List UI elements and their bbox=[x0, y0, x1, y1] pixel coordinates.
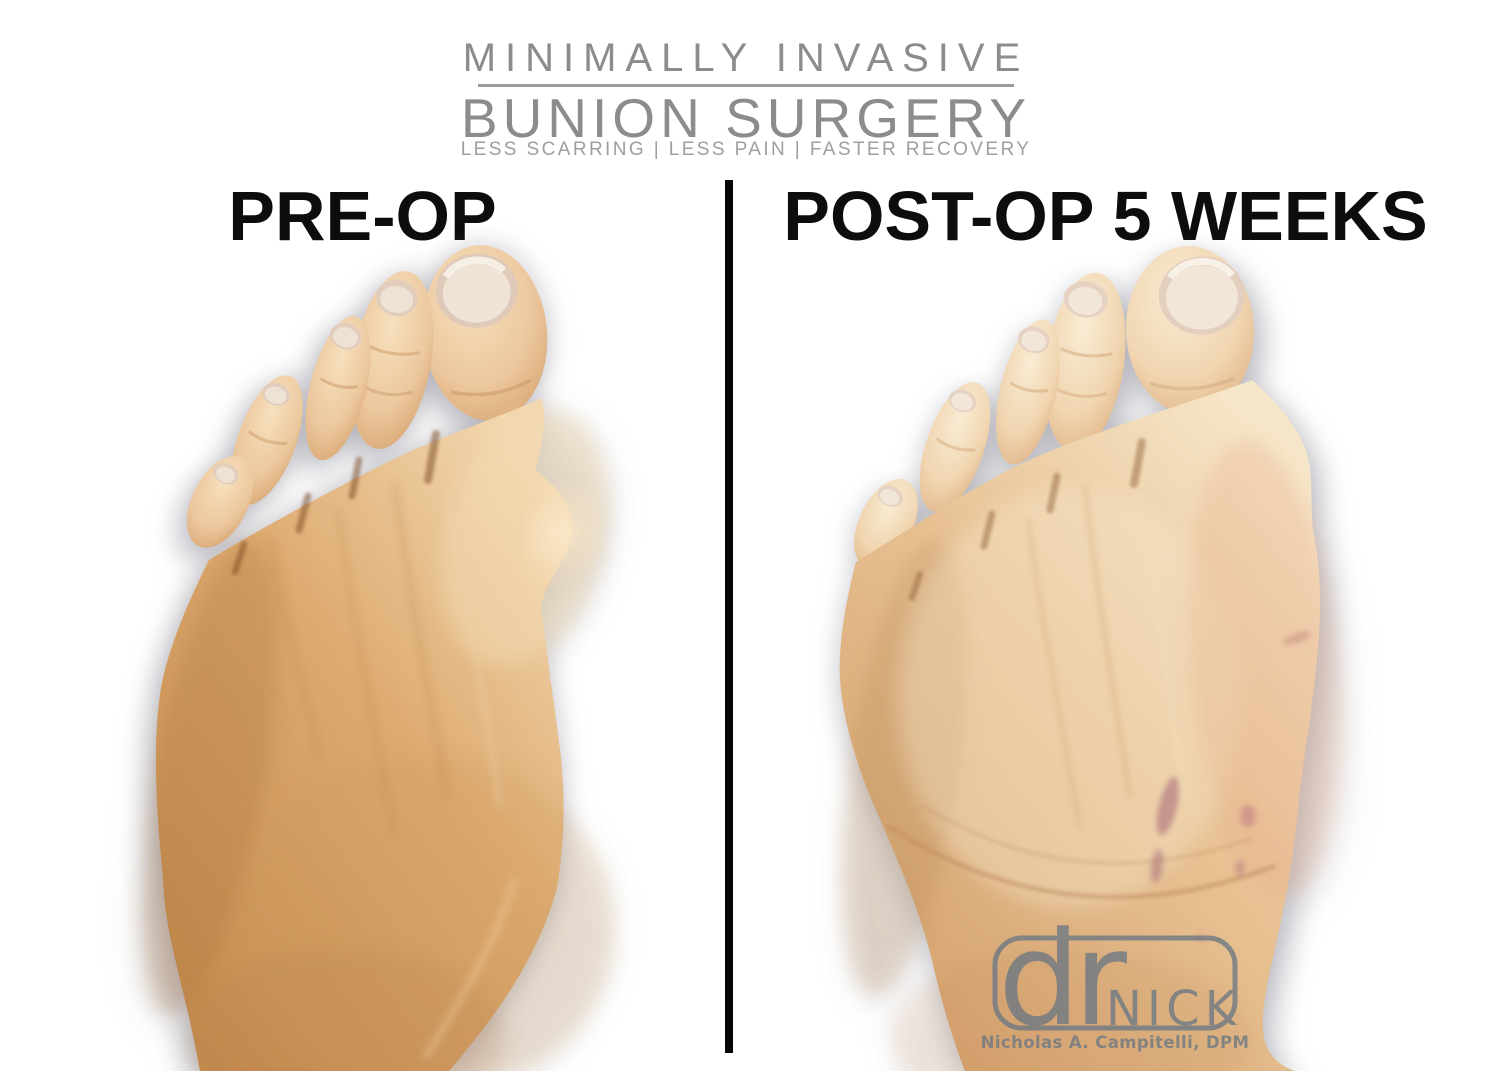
header-tagline: LESS SCARRING | LESS PAIN | FASTER RECOV… bbox=[460, 139, 1032, 160]
logo-name: NICK bbox=[1106, 981, 1241, 1037]
bruise-marks bbox=[1150, 631, 1312, 942]
ankle-crease bbox=[886, 802, 1276, 900]
big-toe bbox=[1125, 246, 1255, 414]
header-line1: MINIMALLY INVASIVE bbox=[462, 36, 1030, 80]
post-op-foot bbox=[839, 246, 1343, 1071]
pre-op-label: PRE-OP bbox=[228, 177, 497, 255]
header-line2: BUNION SURGERY bbox=[460, 87, 1032, 149]
big-toe bbox=[422, 245, 548, 421]
skin-shading bbox=[141, 410, 615, 1071]
post-op-label: POST-OP 5 WEEKS bbox=[783, 177, 1428, 255]
toe-web-shadows bbox=[232, 430, 440, 575]
second-toe bbox=[350, 271, 434, 449]
highlight-lines bbox=[422, 487, 518, 1060]
fourth-toe bbox=[919, 382, 991, 512]
logo-outline-box bbox=[992, 935, 1238, 1031]
post-op-foot-photo bbox=[839, 246, 1343, 1071]
big-toe-nail bbox=[1158, 256, 1245, 335]
divider-line bbox=[725, 180, 733, 1053]
third-toe bbox=[305, 315, 371, 461]
logo-prefix: dr bbox=[998, 903, 1128, 1055]
dr-nick-logo: dr NICK Nicholas A. Campitelli, DPM bbox=[960, 898, 1260, 1068]
bunion-bump bbox=[515, 476, 611, 590]
highlight-lines bbox=[1135, 489, 1188, 804]
toe-web-shadows bbox=[909, 438, 1146, 601]
second-toe bbox=[1044, 272, 1126, 452]
tendon-lines bbox=[1026, 485, 1133, 829]
third-toe bbox=[996, 319, 1060, 465]
big-toe-nail bbox=[435, 253, 518, 328]
header-underline bbox=[478, 84, 1014, 87]
tendon-lines bbox=[268, 482, 450, 839]
pre-op-foot-photo bbox=[141, 245, 615, 1071]
pinky-toe bbox=[186, 456, 254, 548]
logo-credential: Nicholas A. Campitelli, DPM bbox=[981, 1033, 1250, 1052]
pre-op-foot bbox=[141, 245, 615, 1071]
